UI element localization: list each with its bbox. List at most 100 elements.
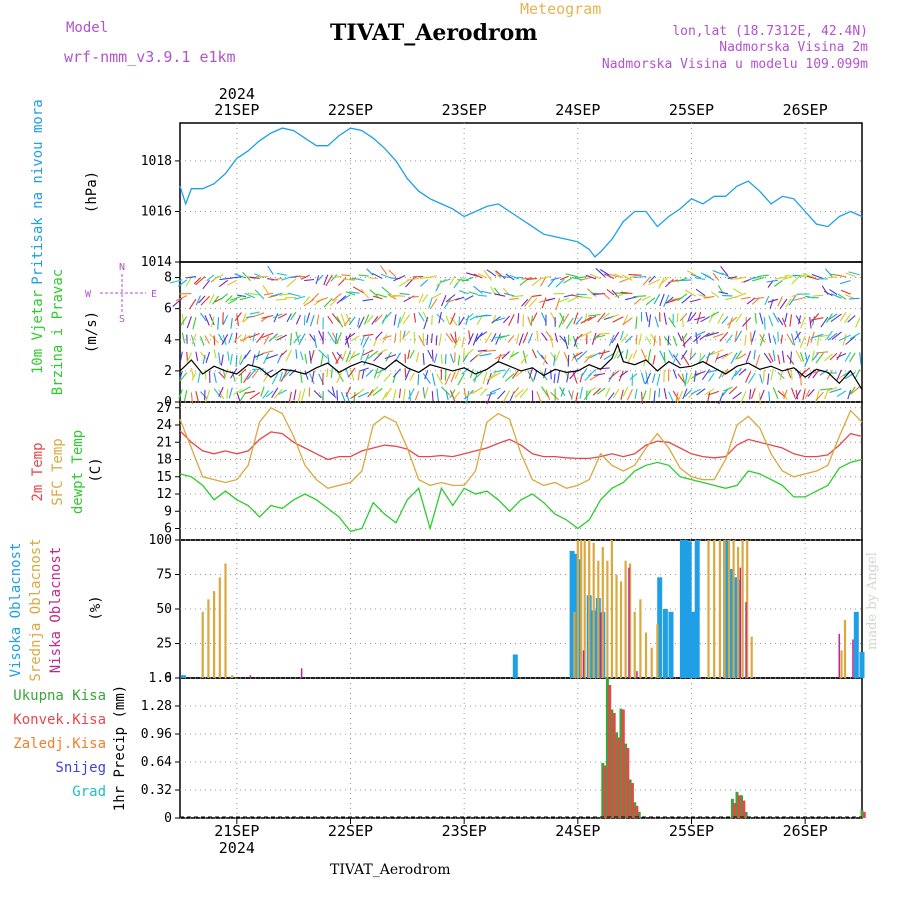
ytick-label-temperature: 12 bbox=[156, 487, 172, 502]
cloud-bar-mid bbox=[713, 540, 716, 678]
wind-barb bbox=[647, 349, 652, 363]
wind-barb bbox=[435, 335, 438, 346]
wind-barb bbox=[407, 349, 411, 360]
wind-barb bbox=[651, 373, 656, 384]
wind-barb bbox=[345, 392, 350, 402]
wind-barb bbox=[293, 389, 297, 401]
wind-barb bbox=[515, 369, 524, 378]
wind-barb bbox=[663, 294, 670, 308]
meteogram-label: Meteogram bbox=[520, 0, 602, 18]
wind-barb bbox=[306, 312, 311, 323]
wind-barb bbox=[715, 353, 729, 360]
wind-barb bbox=[800, 316, 806, 329]
wind-barb bbox=[666, 298, 679, 304]
cloud-bar-mid bbox=[207, 599, 210, 678]
wind-barb bbox=[360, 336, 365, 346]
wind-barb bbox=[486, 392, 497, 397]
wind-barb bbox=[313, 390, 322, 399]
wind-barb bbox=[707, 369, 719, 373]
wind-barb bbox=[234, 273, 247, 279]
wind-barb bbox=[294, 295, 306, 300]
wind-barb bbox=[461, 276, 474, 282]
wind-barb bbox=[522, 331, 529, 344]
wind-barb bbox=[275, 298, 287, 301]
wind-barb bbox=[633, 297, 642, 305]
wind-barb bbox=[246, 369, 256, 380]
cloud-bar-mid bbox=[580, 540, 583, 678]
cloud-bar-high bbox=[180, 675, 186, 678]
wind-barb bbox=[221, 334, 229, 346]
wind-barb bbox=[374, 314, 383, 323]
wind-barb bbox=[619, 370, 629, 378]
cloud-bar-high bbox=[662, 609, 668, 678]
wind-barb bbox=[204, 369, 207, 380]
wind-barb bbox=[498, 334, 510, 340]
wind-barb bbox=[398, 279, 410, 287]
wind-barb bbox=[565, 317, 574, 329]
wind-barb bbox=[447, 297, 460, 303]
wind-barb bbox=[559, 275, 569, 281]
wind-barb bbox=[504, 373, 515, 382]
wind-barb bbox=[560, 387, 565, 397]
wind-barb bbox=[450, 316, 458, 326]
wind-barb bbox=[358, 316, 365, 329]
wind-barb bbox=[626, 389, 633, 401]
wind-barb bbox=[567, 354, 570, 367]
wind-barb bbox=[298, 333, 306, 346]
wind-barb bbox=[435, 280, 442, 292]
wind-barb bbox=[806, 275, 819, 281]
wind-barb bbox=[213, 349, 217, 359]
wind-barb bbox=[728, 386, 738, 395]
precip-legend-0: Ukupna Kisa bbox=[13, 688, 106, 704]
wind-barb bbox=[327, 389, 337, 399]
wind-barb bbox=[493, 287, 501, 296]
wind-barb bbox=[536, 350, 544, 359]
wind-barb bbox=[736, 276, 747, 280]
wind-barb bbox=[823, 290, 833, 297]
wind-barb bbox=[468, 291, 478, 296]
wind-barb bbox=[536, 391, 542, 404]
wind-barb bbox=[484, 332, 492, 344]
precip-bar-convective bbox=[742, 800, 746, 818]
precip-bar-total bbox=[735, 791, 739, 819]
wind-barb bbox=[823, 390, 829, 400]
wind-barb bbox=[584, 373, 592, 381]
wind-barb bbox=[754, 296, 765, 300]
cloud-bar-low bbox=[857, 678, 860, 679]
wind-barb bbox=[191, 372, 197, 381]
wind-barb bbox=[577, 350, 588, 361]
cloud-bar-high bbox=[683, 540, 689, 678]
wind-barb bbox=[234, 312, 242, 322]
wind-barb bbox=[271, 373, 279, 385]
wind-barb bbox=[336, 316, 344, 328]
wind-barb bbox=[690, 273, 701, 279]
wind-barb bbox=[703, 273, 715, 281]
wind-barb bbox=[735, 350, 742, 360]
wind-barb bbox=[836, 352, 847, 359]
ytick-label-precip: 0 bbox=[164, 811, 172, 826]
wind-barb bbox=[653, 293, 661, 305]
wind-barb bbox=[273, 313, 279, 323]
wind-barb bbox=[836, 390, 847, 397]
wind-barb bbox=[334, 332, 338, 345]
wind-barb bbox=[730, 352, 738, 364]
wind-barb bbox=[350, 352, 360, 359]
wind-barb bbox=[550, 335, 554, 348]
wind-barb bbox=[835, 274, 847, 278]
ytick-label-wind: 6 bbox=[164, 302, 172, 317]
wind-barb bbox=[252, 312, 265, 318]
wind-barb bbox=[427, 275, 438, 279]
wind-barb bbox=[229, 295, 242, 301]
wind-barb bbox=[213, 388, 222, 399]
wind-barb bbox=[530, 315, 533, 326]
precip-bar-convective bbox=[612, 713, 616, 818]
wind-barb bbox=[612, 316, 624, 323]
cloud-bar-high bbox=[679, 540, 685, 678]
wind-barb bbox=[494, 293, 506, 297]
wind-barb bbox=[625, 335, 633, 344]
wind-barb bbox=[789, 314, 793, 327]
wind-barb bbox=[707, 392, 711, 402]
wind-barb bbox=[277, 352, 283, 364]
wind-barb bbox=[620, 291, 633, 295]
wind-barb bbox=[262, 350, 274, 354]
